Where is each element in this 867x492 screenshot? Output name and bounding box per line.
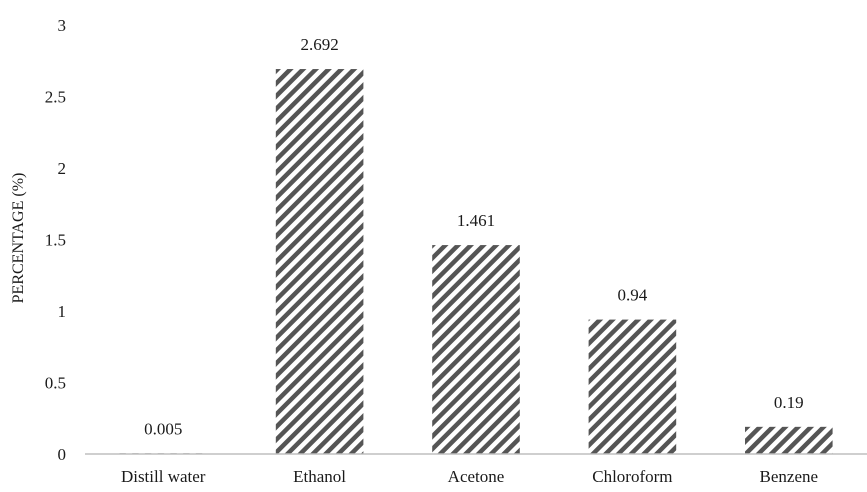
y-tick-label: 1.5 — [45, 231, 66, 250]
data-labels: 0.005 2.692 1.461 0.94 0.19 — [144, 35, 804, 438]
category-label: Ethanol — [293, 467, 346, 486]
category-label: Chloroform — [592, 467, 672, 486]
bar — [275, 69, 364, 454]
y-tick-label: 1 — [58, 302, 67, 321]
category-label: Acetone — [448, 467, 505, 486]
category-label: Distill water — [121, 467, 206, 486]
y-axis-title: PERCENTAGE (%) — [10, 173, 27, 304]
y-tick-labels: 0 0.5 1 1.5 2 2.5 3 — [45, 16, 66, 464]
y-tick-label: 0 — [58, 445, 67, 464]
data-label: 1.461 — [457, 211, 495, 230]
y-tick-label: 0.5 — [45, 374, 66, 393]
y-tick-label: 2.5 — [45, 88, 66, 107]
bars — [119, 69, 833, 454]
data-label: 0.19 — [774, 393, 804, 412]
data-label: 2.692 — [300, 35, 338, 54]
data-label: 0.005 — [144, 419, 182, 438]
y-tick-label: 3 — [58, 16, 67, 35]
category-label: Benzene — [760, 467, 819, 486]
bar — [745, 426, 833, 454]
bar — [432, 245, 520, 454]
category-labels: Distill water Ethanol Acetone Chloroform Ben… — [121, 467, 818, 486]
bar — [588, 319, 677, 454]
y-tick-label: 2 — [58, 159, 67, 178]
data-label: 0.94 — [618, 286, 648, 305]
